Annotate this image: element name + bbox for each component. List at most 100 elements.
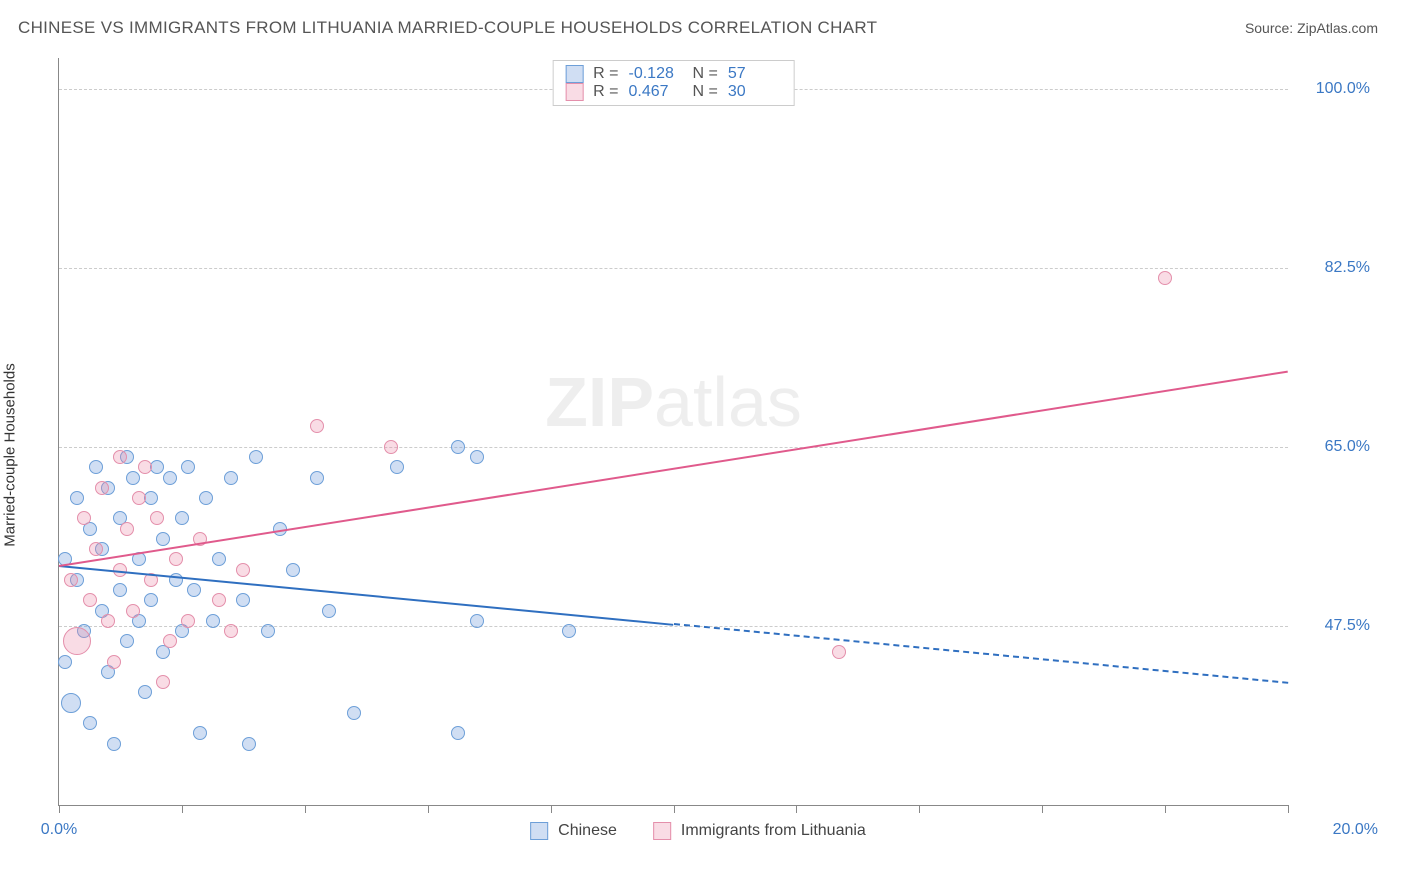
data-point xyxy=(83,593,97,607)
data-point xyxy=(63,627,91,655)
data-point xyxy=(163,471,177,485)
x-tick xyxy=(1042,805,1043,813)
y-tick-label: 82.5% xyxy=(1296,259,1370,277)
data-point xyxy=(169,552,183,566)
gridline xyxy=(59,626,1288,627)
legend-swatch xyxy=(565,65,583,83)
data-point xyxy=(113,450,127,464)
data-point xyxy=(193,726,207,740)
x-tick xyxy=(182,805,183,813)
data-point xyxy=(101,614,115,628)
legend-swatch xyxy=(653,822,671,840)
legend-series: Chinese Immigrants from Lithuania xyxy=(530,822,866,840)
data-point xyxy=(261,624,275,638)
gridline xyxy=(59,268,1288,269)
data-point xyxy=(95,481,109,495)
data-point xyxy=(120,522,134,536)
data-point xyxy=(181,614,195,628)
data-point xyxy=(310,471,324,485)
legend-swatch xyxy=(565,83,583,101)
data-point xyxy=(70,491,84,505)
legend-correlation: R =-0.128N =57R =0.467N =30 xyxy=(552,60,795,106)
data-point xyxy=(150,460,164,474)
header: CHINESE VS IMMIGRANTS FROM LITHUANIA MAR… xyxy=(0,0,1406,46)
source-prefix: Source: xyxy=(1245,20,1297,36)
data-point xyxy=(832,645,846,659)
trend-line-dashed xyxy=(673,623,1288,684)
data-point xyxy=(156,675,170,689)
data-point xyxy=(120,634,134,648)
data-point xyxy=(126,471,140,485)
data-point xyxy=(1158,271,1172,285)
x-tick xyxy=(1165,805,1166,813)
data-point xyxy=(156,532,170,546)
y-tick-label: 65.0% xyxy=(1296,438,1370,456)
data-point xyxy=(89,460,103,474)
data-point xyxy=(562,624,576,638)
data-point xyxy=(384,440,398,454)
data-point xyxy=(144,593,158,607)
legend-n-label: N = xyxy=(693,65,718,83)
legend-label: Chinese xyxy=(558,822,617,840)
x-tick xyxy=(674,805,675,813)
data-point xyxy=(470,450,484,464)
data-point xyxy=(242,737,256,751)
data-point xyxy=(224,624,238,638)
x-tick-label: 20.0% xyxy=(1298,821,1378,839)
data-point xyxy=(470,614,484,628)
legend-n-value: 57 xyxy=(728,65,782,83)
data-point xyxy=(150,511,164,525)
data-point xyxy=(224,471,238,485)
data-point xyxy=(451,440,465,454)
legend-n-value: 30 xyxy=(728,83,782,101)
legend-item: Chinese xyxy=(530,822,617,840)
data-point xyxy=(347,706,361,720)
x-tick xyxy=(305,805,306,813)
data-point xyxy=(89,542,103,556)
data-point xyxy=(138,685,152,699)
data-point xyxy=(113,583,127,597)
legend-item: Immigrants from Lithuania xyxy=(653,822,866,840)
legend-row: R =0.467N =30 xyxy=(565,83,782,101)
data-point xyxy=(58,655,72,669)
source-link[interactable]: ZipAtlas.com xyxy=(1297,20,1378,36)
x-tick xyxy=(1288,805,1289,813)
data-point xyxy=(107,737,121,751)
data-point xyxy=(390,460,404,474)
data-point xyxy=(451,726,465,740)
legend-r-value: -0.128 xyxy=(629,65,683,83)
chart-title: CHINESE VS IMMIGRANTS FROM LITHUANIA MAR… xyxy=(18,18,877,38)
data-point xyxy=(144,491,158,505)
data-point xyxy=(64,573,78,587)
x-tick xyxy=(551,805,552,813)
legend-row: R =-0.128N =57 xyxy=(565,65,782,83)
x-tick xyxy=(919,805,920,813)
data-point xyxy=(163,634,177,648)
legend-n-label: N = xyxy=(693,83,718,101)
data-point xyxy=(212,593,226,607)
trend-line xyxy=(59,370,1288,566)
data-point xyxy=(212,552,226,566)
gridline xyxy=(59,447,1288,448)
y-axis-label: Married-couple Households xyxy=(2,363,19,546)
data-point xyxy=(236,593,250,607)
data-point xyxy=(236,563,250,577)
y-tick-label: 100.0% xyxy=(1296,80,1370,98)
data-point xyxy=(132,491,146,505)
legend-swatch xyxy=(530,822,548,840)
x-tick-label: 0.0% xyxy=(41,821,77,839)
watermark: ZIPatlas xyxy=(545,362,802,442)
legend-r-value: 0.467 xyxy=(629,83,683,101)
data-point xyxy=(286,563,300,577)
data-point xyxy=(126,604,140,618)
data-point xyxy=(83,716,97,730)
chart: Married-couple Households ZIPatlas R =-0… xyxy=(18,58,1378,852)
legend-label: Immigrants from Lithuania xyxy=(681,822,866,840)
source: Source: ZipAtlas.com xyxy=(1245,20,1378,36)
x-tick xyxy=(796,805,797,813)
data-point xyxy=(181,460,195,474)
data-point xyxy=(249,450,263,464)
x-tick xyxy=(428,805,429,813)
data-point xyxy=(61,693,81,713)
data-point xyxy=(77,511,91,525)
